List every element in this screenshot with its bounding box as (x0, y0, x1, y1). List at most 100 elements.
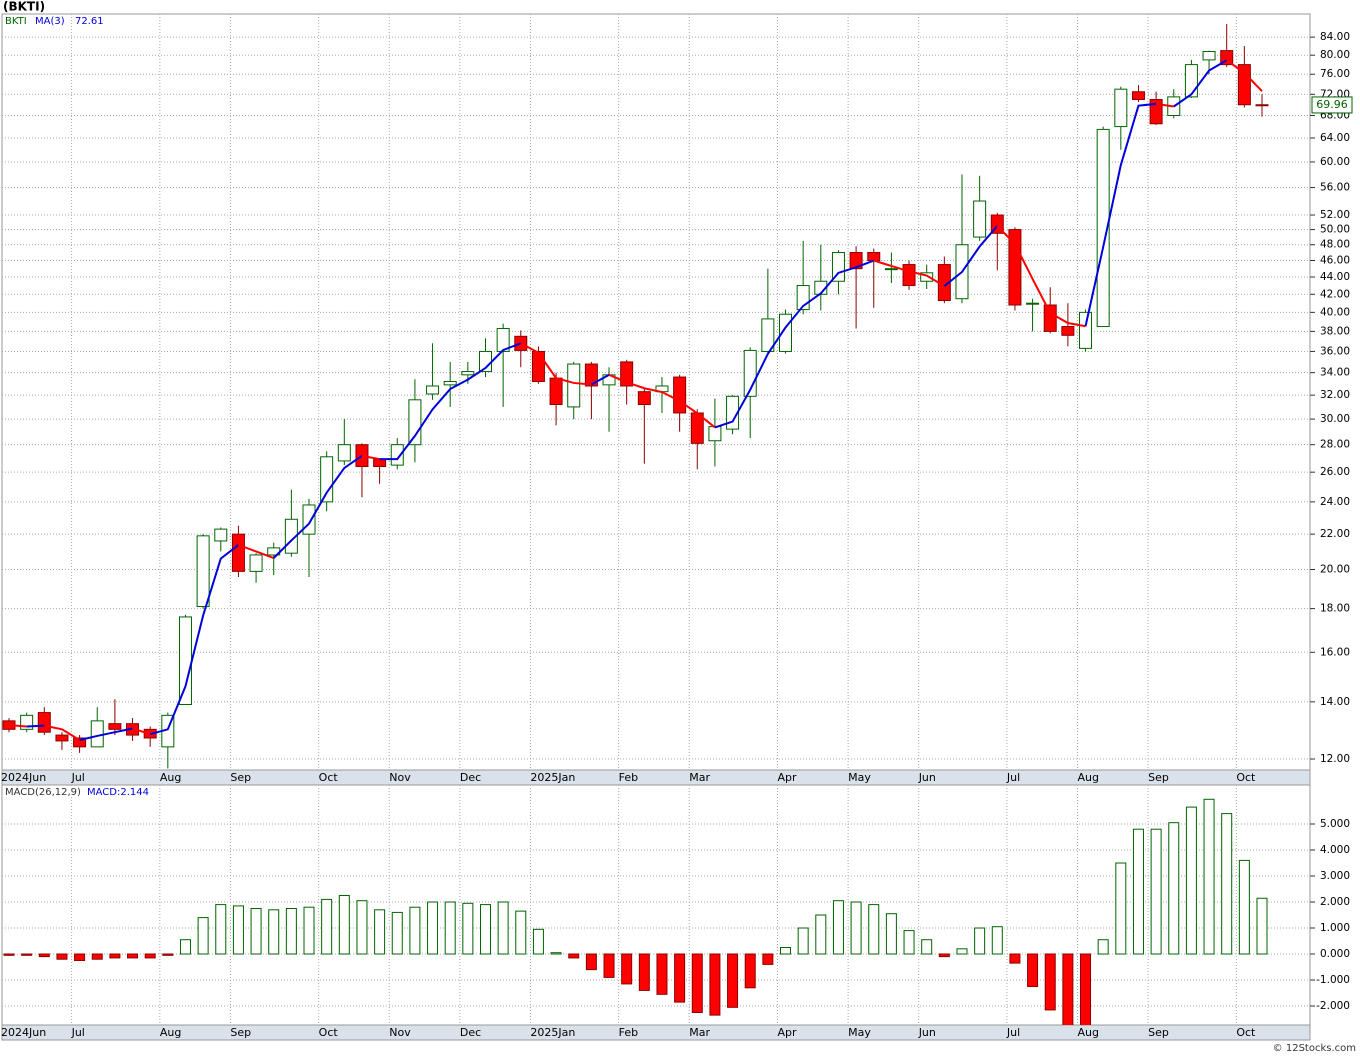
candle-body (320, 456, 334, 503)
macd-bar (1150, 828, 1162, 955)
ma-line (608, 373, 716, 429)
price-plot (2, 14, 1310, 770)
candle-body (443, 380, 457, 386)
macd-plot (2, 785, 1310, 1025)
y-tick-label: -2.000 (1316, 1000, 1350, 1012)
candle-body (231, 533, 245, 572)
last-price-box (1311, 96, 1353, 114)
macd-bar (3, 953, 15, 956)
candle-body (73, 737, 87, 748)
candle-body (973, 200, 987, 238)
y-tick-label: 26.00 (1320, 466, 1350, 478)
macd-bar (621, 953, 633, 985)
candle-body (37, 712, 51, 733)
macd-bar (603, 953, 615, 978)
macd-bar (1168, 822, 1180, 955)
macd-bar (74, 953, 86, 962)
macd-bar (850, 901, 862, 955)
y-tick-label: 46.00 (1320, 255, 1350, 267)
macd-bar (479, 904, 491, 955)
macd-bar (303, 906, 315, 955)
x-tick-label: Feb (619, 771, 638, 784)
legend-ma: MA(3) (35, 16, 65, 27)
y-tick-label: -1.000 (1316, 974, 1350, 986)
y-tick-label: 12.00 (1320, 753, 1350, 765)
macd-panel (1, 784, 1311, 1026)
x-tick-label: May (848, 1026, 871, 1039)
candle-body (214, 528, 228, 542)
x-axis-band (1, 769, 1311, 786)
x-tick-label: Oct (319, 1026, 339, 1039)
candle-body (196, 535, 210, 608)
y-tick-label: 30.00 (1320, 413, 1350, 425)
y-tick-label: 60.00 (1320, 156, 1350, 168)
x-tick-label: Jul (71, 771, 85, 784)
x-tick-label: Sep (1148, 771, 1169, 784)
candle-body (849, 252, 863, 270)
x-tick-label: 2025Jan (530, 1026, 575, 1039)
macd-bar (162, 953, 174, 956)
candle-body (531, 350, 545, 382)
macd-bar (109, 953, 121, 959)
macd-value: MACD:2.144 (87, 787, 149, 798)
x-tick-label: Nov (389, 771, 411, 784)
footer: © 12Stocks.com (1273, 1043, 1356, 1054)
macd-bar (568, 953, 580, 959)
y-tick-label: 0.000 (1320, 948, 1350, 960)
y-tick-label: 34.00 (1320, 367, 1350, 379)
x-tick-label: Jul (71, 1026, 85, 1039)
ma-line (26, 724, 45, 728)
y-tick-label: 84.00 (1320, 31, 1350, 43)
x-tick-label: Jul (1006, 771, 1020, 784)
x-tick-label: Aug (160, 1026, 181, 1039)
macd-bar (127, 953, 139, 959)
ma-line (1226, 59, 1263, 92)
y-tick-label: 36.00 (1320, 345, 1350, 357)
macd-bar (1044, 953, 1056, 1011)
macd-bar (38, 953, 50, 958)
candle-body (1149, 98, 1163, 125)
macd-bar (497, 901, 509, 955)
candle-body (761, 318, 775, 352)
x-tick-label: Sep (230, 1026, 251, 1039)
candle-body (1061, 326, 1075, 336)
ma-line (8, 724, 27, 728)
macd-bar (374, 909, 386, 955)
candle-body (302, 504, 316, 535)
macd-bar (815, 914, 827, 955)
y-tick-label: 14.00 (1320, 696, 1350, 708)
y-tick-label: 42.00 (1320, 288, 1350, 300)
macd-bar (868, 904, 880, 955)
x-tick-label: Dec (460, 1026, 481, 1039)
candle-body (90, 720, 104, 748)
macd-bar (1115, 862, 1127, 955)
y-tick-label: 4.000 (1320, 844, 1350, 856)
macd-bar (762, 953, 774, 965)
macd-bar (285, 908, 297, 955)
macd-bar (1062, 953, 1074, 1025)
candle-body (637, 391, 651, 406)
macd-bar (1256, 897, 1268, 955)
macd-bar (91, 953, 103, 960)
candle-body (337, 444, 351, 462)
y-tick-label: 1.000 (1320, 922, 1350, 934)
ma-line (590, 373, 610, 386)
macd-bar (638, 953, 650, 991)
ma-line (1155, 102, 1174, 108)
candle-body (408, 399, 422, 446)
candle-body (1184, 64, 1198, 98)
y-tick-label: 24.00 (1320, 496, 1350, 508)
macd-bar (462, 902, 474, 955)
candle-body (178, 616, 192, 705)
macd-bar (144, 953, 156, 959)
macd-bar (356, 900, 368, 955)
x-tick-label: Sep (1148, 1026, 1169, 1039)
legend-ticker: BKTI (5, 16, 27, 27)
x-tick-label: May (848, 771, 871, 784)
x-tick-label: Jun (918, 771, 936, 784)
macd-bar (215, 904, 227, 955)
macd-title: MACD(26,12,9) (5, 787, 81, 798)
ma-line (132, 727, 151, 736)
x-tick-label: Mar (689, 771, 710, 784)
candle-body (426, 385, 440, 395)
